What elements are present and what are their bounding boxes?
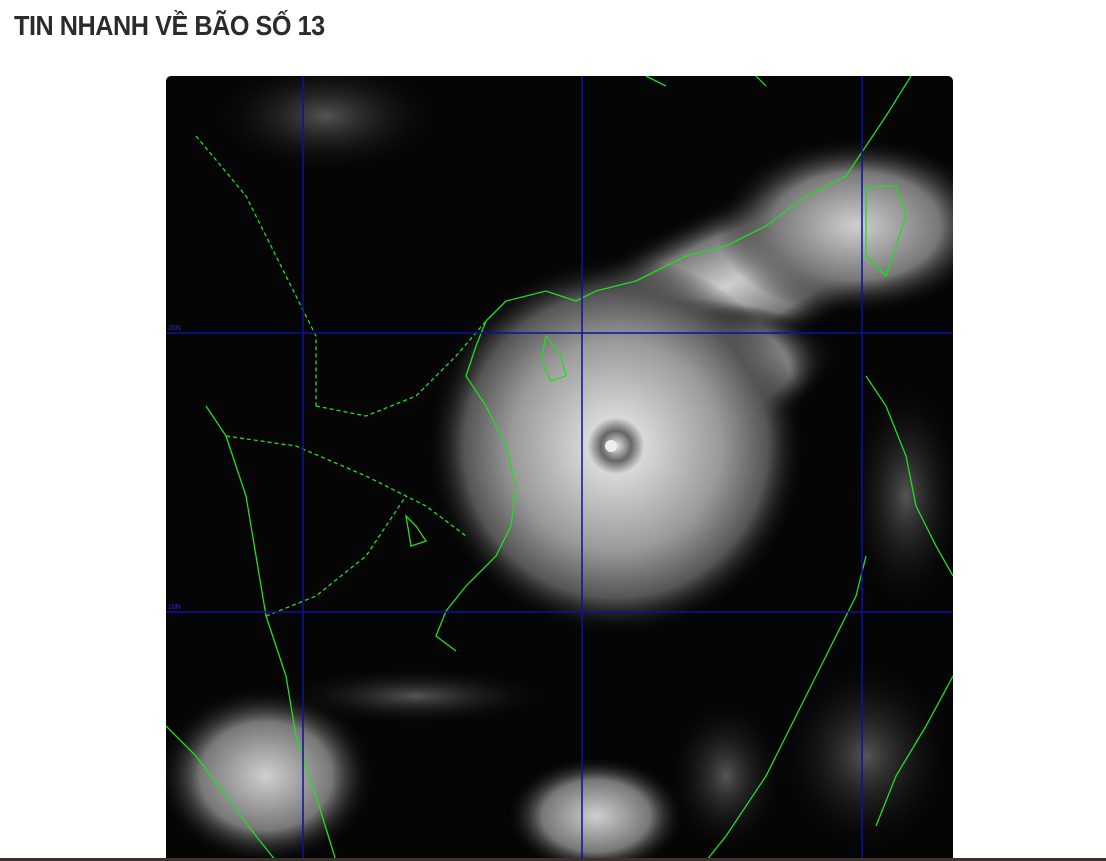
- page-title: TIN NHANH VỀ BÃO SỐ 13: [14, 10, 325, 41]
- typhoon-eye: [605, 440, 617, 452]
- satellite-image: 20N 10N: [166, 76, 953, 861]
- grid-label-20n: 20N: [168, 325, 181, 332]
- coastlines: [166, 76, 953, 861]
- lat-lon-grid: [166, 76, 953, 861]
- cloud-cover: [166, 76, 953, 861]
- satellite-map: 20N 10N: [166, 76, 953, 861]
- grid-label-10n: 10N: [168, 604, 181, 611]
- bottom-divider: [0, 858, 1106, 861]
